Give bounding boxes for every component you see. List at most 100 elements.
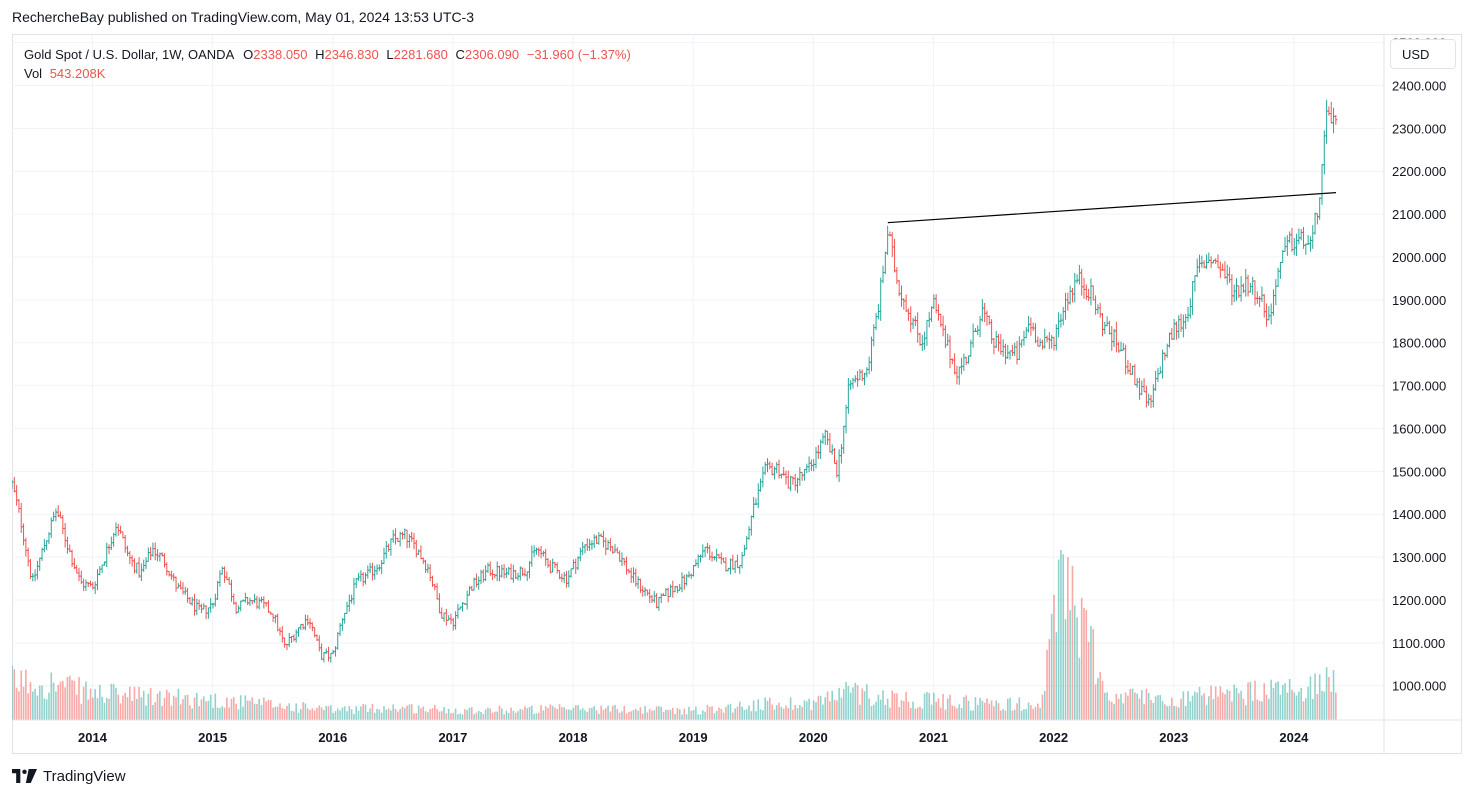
volume-bar [52, 682, 55, 720]
volume-bar [336, 708, 339, 720]
volume-bar [884, 704, 887, 720]
volume-bar [1152, 702, 1155, 720]
volume-bar [360, 706, 362, 720]
volume-bar [681, 714, 683, 720]
volume-bar [561, 707, 563, 720]
volume-bar [1191, 695, 1194, 720]
volume-bar [685, 714, 688, 720]
volume-bar [249, 700, 251, 720]
volume-bar [577, 705, 579, 720]
volume-bar [958, 704, 961, 720]
volume-bar [406, 705, 408, 720]
legend-low-label: L [386, 47, 394, 62]
trendline[interactable] [887, 192, 1336, 224]
volume-bar [1027, 702, 1030, 720]
volume-bar [286, 705, 288, 720]
time-tick-label: 2023 [1159, 730, 1188, 745]
volume-bar [909, 707, 912, 720]
volume-bar [403, 708, 406, 720]
volume-bar [1196, 692, 1199, 720]
volume-bar [1295, 695, 1298, 720]
volume-bar [41, 685, 43, 720]
volume-bar [1214, 686, 1217, 720]
volume-bar [309, 710, 311, 720]
currency-button[interactable]: USD [1390, 39, 1456, 69]
volume-bar [512, 710, 515, 720]
volume-bar [221, 706, 224, 720]
volume-bar [327, 706, 330, 720]
volume-bar [1254, 680, 1256, 720]
volume-bar [129, 686, 131, 720]
volume-bar [822, 704, 824, 720]
volume-bar [1323, 691, 1326, 720]
volume-bar [71, 680, 73, 720]
volume-bar [1189, 701, 1192, 720]
volume-bar [725, 706, 727, 720]
volume-bar [464, 709, 466, 720]
volume-bar [697, 714, 699, 720]
volume-bar [57, 684, 60, 720]
volume-bar [482, 714, 485, 720]
volume-bar [852, 687, 854, 720]
volume-bar [13, 669, 16, 720]
volume-bar [110, 683, 113, 720]
volume-bar [193, 697, 196, 720]
volume-bar [1201, 695, 1203, 720]
volume-bar [683, 708, 686, 720]
price-tick-label: 2200.000 [1392, 164, 1446, 179]
volume-bar [1032, 708, 1034, 720]
price-chart[interactable]: 1000.000 1100.000 1200.000 1300.000 1400.000… [12, 34, 1462, 754]
volume-bar [447, 708, 450, 720]
volume-bar [595, 710, 598, 720]
volume-bar [771, 704, 773, 720]
volume-bar [905, 691, 907, 720]
volume-bar [732, 712, 734, 720]
volume-bar [923, 693, 926, 720]
legend-close-value: 2306.090 [464, 47, 520, 62]
volume-bar [440, 711, 443, 720]
volume-bar [237, 709, 240, 720]
volume-bar [907, 701, 910, 720]
volume-bar [332, 713, 334, 720]
volume-bar [1145, 688, 1148, 720]
volume-bar [702, 710, 704, 720]
volume-bar [387, 708, 390, 720]
volume-bar [228, 707, 230, 720]
volume-bar [161, 706, 163, 720]
volume-bar [1228, 690, 1231, 720]
volume-bar [66, 677, 69, 720]
price-tick-label: 2000.000 [1392, 250, 1446, 265]
volume-bar [593, 706, 596, 720]
volume-bar [1177, 707, 1180, 720]
volume-bar [766, 700, 769, 720]
volume-bar [803, 700, 806, 720]
volume-bar [380, 712, 383, 720]
volume-bar [554, 707, 556, 720]
volume-bar [1207, 696, 1210, 720]
volume-bar [949, 694, 951, 720]
volume-bar [868, 698, 870, 720]
volume-bar [133, 686, 136, 720]
volume-bar [362, 704, 364, 720]
volume-bar [741, 706, 743, 720]
volume-bar [122, 695, 124, 720]
volume-bar [1233, 684, 1235, 720]
legend-close-label: C [455, 47, 465, 62]
volume-bar [145, 705, 147, 720]
volume-bar [140, 697, 143, 720]
volume-bar [792, 709, 794, 720]
volume-bar [12, 665, 13, 720]
volume-bar [427, 712, 429, 720]
volume-bar [660, 707, 663, 720]
volume-bar [1291, 689, 1293, 720]
volume-bar [1004, 710, 1007, 720]
volume-bar [1219, 686, 1222, 720]
volume-bar [253, 703, 256, 720]
volume-bar [1108, 700, 1111, 720]
price-tick-label: 1100.000 [1392, 636, 1445, 651]
legend-symbol[interactable]: Gold Spot / U.S. Dollar, 1W, OANDA [24, 47, 234, 62]
volume-bar [960, 708, 963, 720]
volume-bar [1210, 685, 1212, 720]
volume-bar [547, 707, 549, 720]
footer-brand[interactable]: TradingView [12, 766, 126, 786]
